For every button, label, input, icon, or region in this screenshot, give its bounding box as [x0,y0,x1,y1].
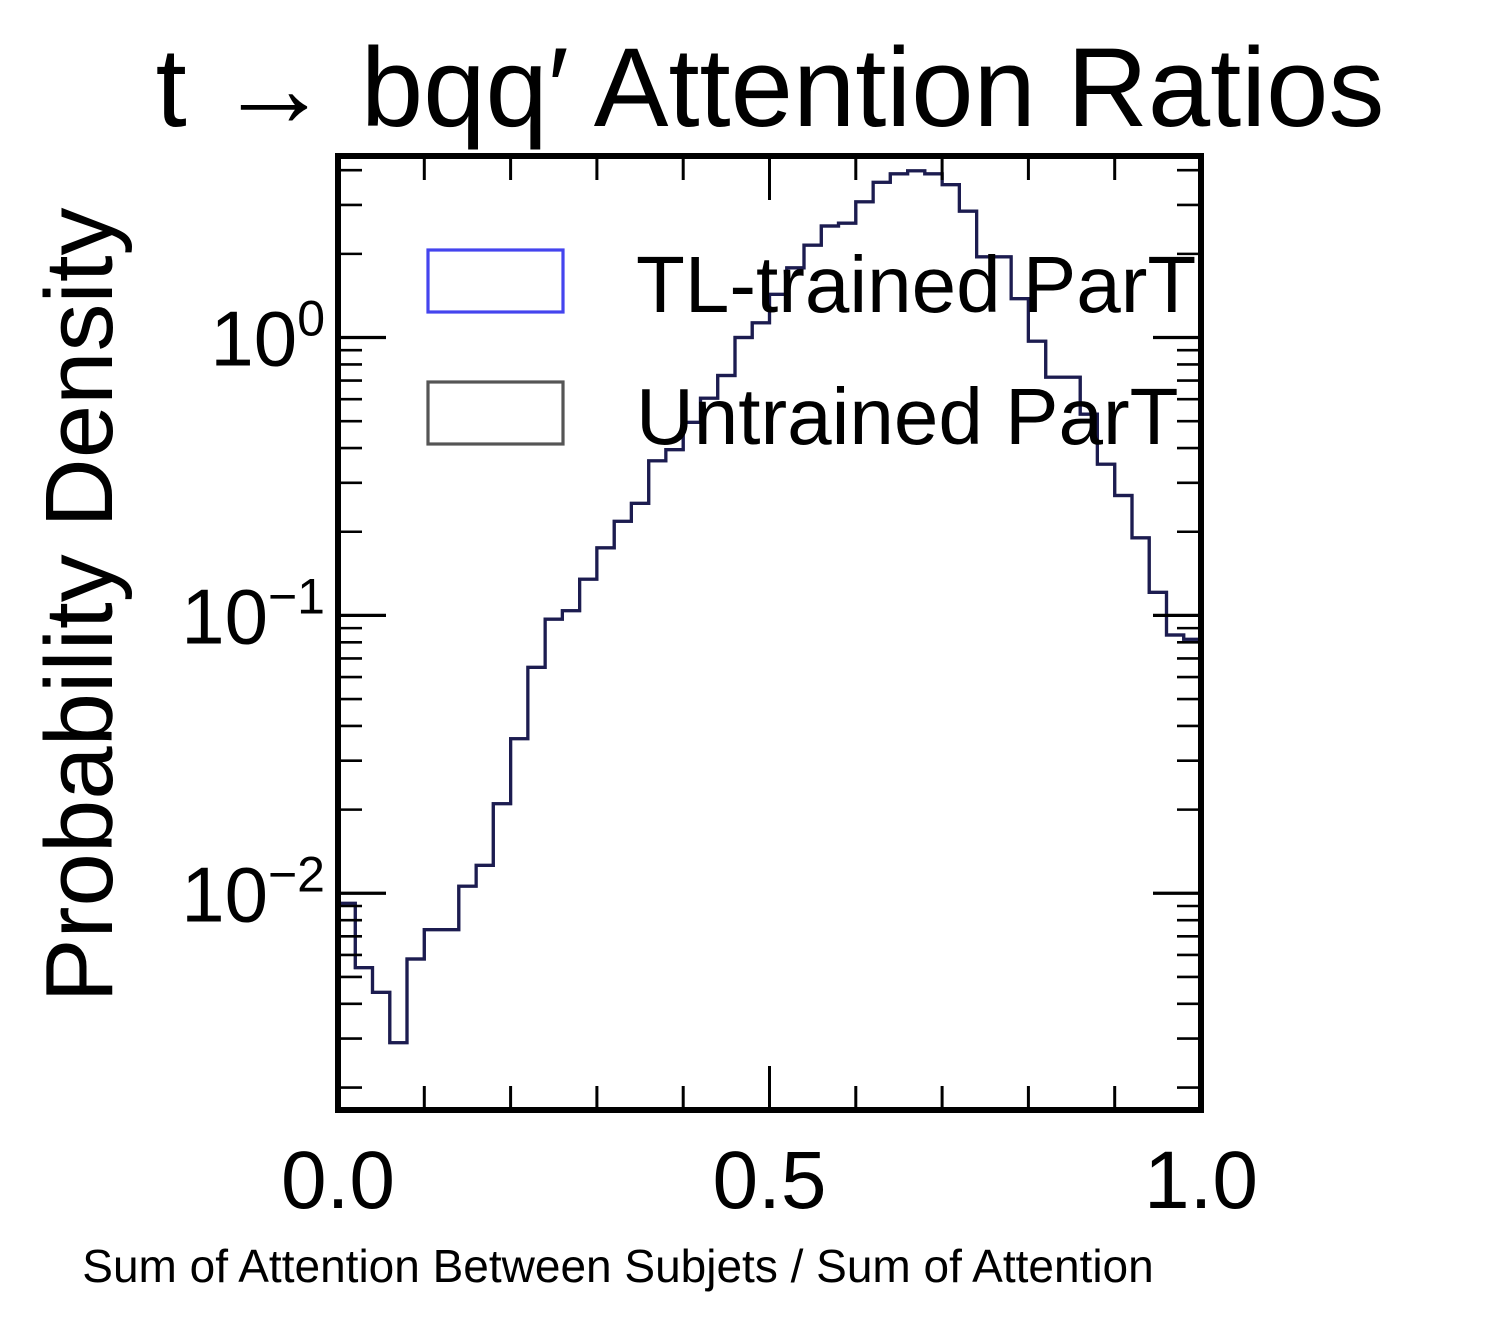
y-tick-label: 10−1 [181,568,325,660]
x-axis-label: Sum of Attention Between Subjets / Sum o… [82,1240,1153,1292]
y-tick-label: 100 [210,291,325,383]
x-tick-label: 0.0 [281,1135,395,1226]
chart-title: t → bqq′ Attention Ratios [156,25,1385,150]
plot-area: 0.0 0.5 1.0 100 10−1 10−2 [181,153,1258,1226]
series-untrained-line [338,169,1201,1045]
legend-label: TL-trained ParT [636,240,1196,329]
y-axis-label: Probability Density [26,208,133,1003]
legend-swatch [426,380,565,446]
legend-swatch [426,248,565,314]
y-tick-label: 10−2 [181,846,325,938]
x-tick-label: 0.5 [713,1135,827,1226]
x-tick-label: 1.0 [1144,1135,1258,1226]
legend-label: Untrained ParT [636,372,1178,461]
legend: TL-trained ParT Untrained ParT [426,240,1196,461]
